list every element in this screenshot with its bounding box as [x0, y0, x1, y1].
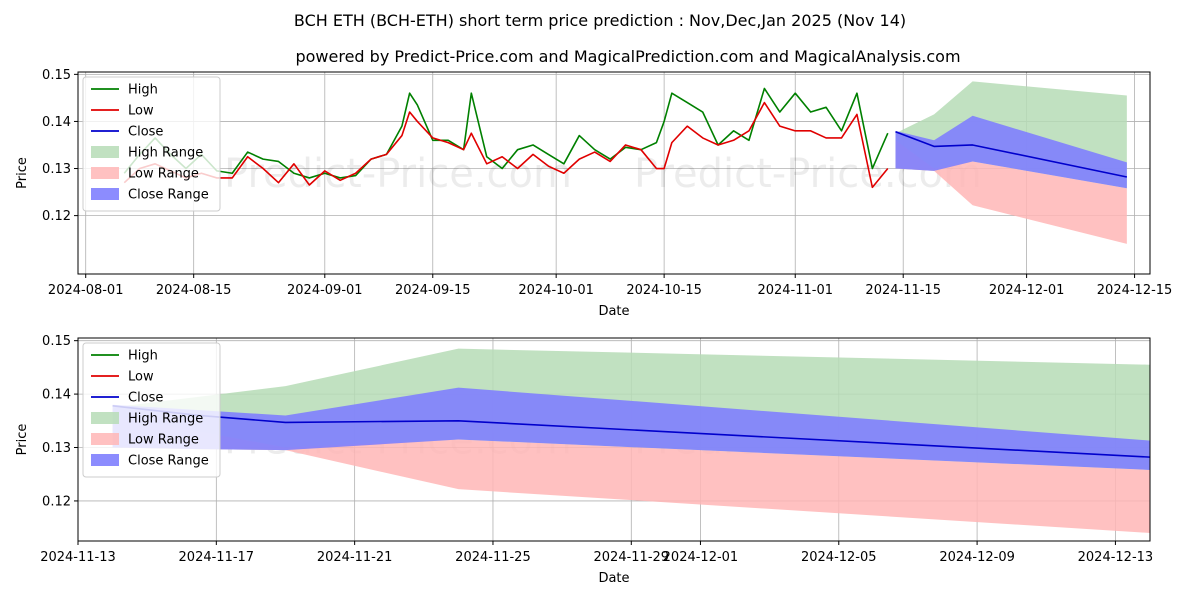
x-tick-label: 2024-11-17: [179, 550, 255, 565]
y-tick-label: 0.12: [42, 494, 71, 509]
close-range-area: [112, 387, 1150, 470]
low-line: [123, 101, 889, 189]
legend-label-high-range: High Range: [128, 412, 203, 427]
legend-label-low-range: Low Range: [128, 167, 199, 182]
watermark-text: Predict-Price.com: [224, 151, 572, 197]
y-tick-label: 0.13: [42, 162, 71, 177]
close-range-area: [895, 115, 1127, 189]
legend: High Low Close High Range Low Range Close Ran…: [82, 76, 221, 212]
chart-subtitle: powered by Predict-Price.com and Magical…: [295, 47, 960, 66]
y-axis-label: Price: [15, 157, 30, 189]
x-tick-label: 2024-12-01: [989, 283, 1065, 298]
chart-title: BCH ETH (BCH-ETH) short term price predi…: [294, 11, 906, 30]
legend-label-close-range: Close Range: [128, 188, 209, 203]
y-tick-label: 0.15: [42, 334, 71, 349]
x-tick-label: 2024-11-25: [455, 550, 531, 565]
legend-label-high-range: High Range: [128, 146, 203, 161]
y-tick-label: 0.12: [42, 209, 71, 224]
top-panel: Predict-Price.com Predict-Price.com 2024-0…: [15, 68, 1172, 319]
y-tick-label: 0.15: [42, 68, 71, 83]
x-tick-label: 2024-08-01: [48, 283, 124, 298]
close-line: [895, 131, 1128, 178]
x-tick-label: 2024-11-29: [594, 550, 670, 565]
x-tick-label: 2024-12-15: [1097, 283, 1173, 298]
legend-swatch-close-range: [91, 454, 119, 466]
x-axis-label: Date: [598, 304, 629, 319]
legend-label-low-range: Low Range: [128, 433, 199, 448]
x-tick-label: 2024-10-01: [518, 283, 594, 298]
x-tick-label: 2024-08-15: [156, 283, 232, 298]
x-tick-label: 2024-11-21: [317, 550, 393, 565]
x-tick-label: 2024-09-15: [395, 283, 471, 298]
x-tick-label: 2024-12-01: [663, 550, 739, 565]
legend-label-low: Low: [128, 370, 154, 385]
legend-swatch-close-range: [91, 188, 119, 200]
x-axis-label: Date: [598, 571, 629, 586]
legend-swatch-low-range: [91, 433, 119, 445]
legend: High Low Close High Range Low Range Close Ran…: [82, 342, 221, 478]
x-tick-label: 2024-11-01: [757, 283, 833, 298]
y-tick-label: 0.14: [42, 388, 71, 403]
legend-label-close: Close: [128, 125, 163, 140]
x-tick-label: 2024-11-15: [865, 283, 941, 298]
x-tick-label: 2024-12-09: [939, 550, 1015, 565]
legend-swatch-low-range: [91, 167, 119, 179]
legend-label-high: High: [128, 349, 158, 364]
legend-swatch-high-range: [91, 146, 119, 158]
y-tick-label: 0.14: [42, 115, 71, 130]
legend-label-close: Close: [128, 391, 163, 406]
y-tick-label: 0.13: [42, 441, 71, 456]
legend-label-low: Low: [128, 104, 154, 119]
y-axis-label: Price: [15, 424, 30, 456]
plot-frame: [77, 71, 1151, 275]
x-tick-label: 2024-11-13: [40, 550, 116, 565]
bottom-panel: Predict-Price.comPredict-Price.com2024-1…: [15, 334, 1153, 586]
legend-swatch-high-range: [91, 412, 119, 424]
x-tick-label: 2024-10-15: [626, 283, 702, 298]
x-tick-label: 2024-12-05: [801, 550, 877, 565]
plot-frame: [77, 337, 1151, 542]
legend-label-high: High: [128, 83, 158, 98]
legend-label-close-range: Close Range: [128, 454, 209, 469]
x-tick-label: 2024-12-13: [1078, 550, 1154, 565]
x-tick-label: 2024-09-01: [287, 283, 363, 298]
low-range-area: [112, 415, 1150, 533]
